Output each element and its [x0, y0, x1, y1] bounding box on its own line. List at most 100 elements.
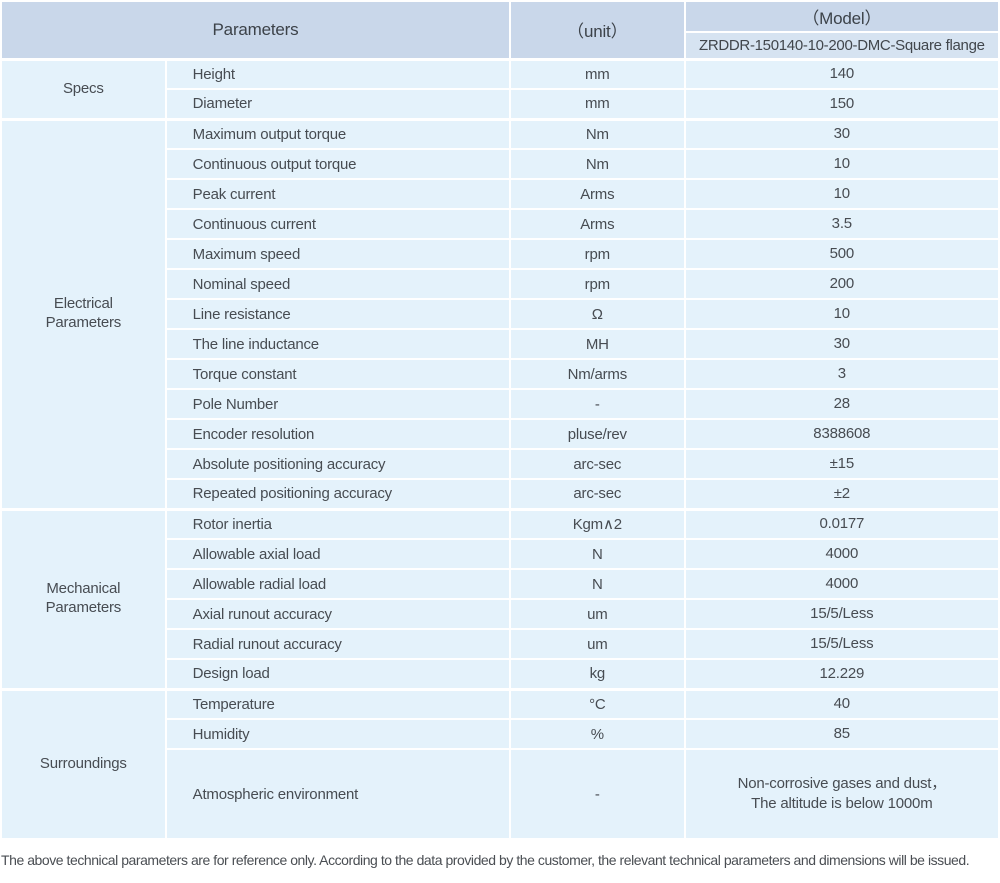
unit-cell: N [508, 568, 686, 600]
param-cell: Diameter [164, 88, 511, 120]
unit-cell: mm [508, 57, 686, 90]
param-cell: Temperature [164, 687, 511, 720]
header-row-2: ZRDDR-150140-10-200-DMC-Square flange [1, 31, 1000, 60]
group-cell-mechanical: Mechanical Parameters [0, 507, 167, 690]
unit-cell: Nm [508, 148, 686, 180]
table-row: Pole Number - 28 [1, 388, 1000, 420]
param-cell: Maximum output torque [164, 117, 511, 150]
table-row: Absolute positioning accuracy arc-sec ±1… [1, 448, 1000, 480]
group-cell-electrical: Electrical Parameters [0, 117, 167, 510]
value-cell: Non-corrosive gases and dust， The altitu… [683, 748, 1000, 840]
unit-cell: Arms [508, 208, 686, 240]
value-cell: ±2 [683, 478, 1000, 510]
value-cell: 85 [683, 718, 1000, 750]
table-row: Radial runout accuracy um 15/5/Less [1, 628, 1000, 660]
unit-cell: Arms [508, 178, 686, 210]
param-cell: Rotor inertia [164, 507, 511, 540]
value-cell: ±15 [683, 448, 1000, 480]
table-row: Repeated positioning accuracy arc-sec ±2 [1, 478, 1000, 510]
table-row: Design load kg 12.229 [1, 658, 1000, 690]
param-cell: Humidity [164, 718, 511, 750]
param-cell: Peak current [164, 178, 511, 210]
unit-cell: arc-sec [508, 448, 686, 480]
value-cell: 15/5/Less [683, 628, 1000, 660]
table-row: Torque constant Nm/arms 3 [1, 358, 1000, 390]
value-cell: 3 [683, 358, 1000, 390]
table-row: Specs Height mm 140 [0, 57, 1000, 120]
unit-cell: mm [508, 88, 686, 120]
spec-table: Parameters （unit） （Model） ZRDDR-150140-1… [0, 0, 1000, 840]
value-cell: 12.229 [683, 658, 1000, 690]
unit-cell: % [508, 718, 686, 750]
param-cell: Encoder resolution [164, 418, 511, 450]
value-cell: 30 [683, 117, 1000, 150]
table-row: Surroundings Temperature °C 40 [0, 687, 1000, 840]
param-cell: Atmospheric environment [164, 748, 511, 840]
unit-header: （unit） [508, 0, 686, 60]
value-cell: 8388608 [683, 418, 1000, 450]
model-value: ZRDDR-150140-10-200-DMC-Square flange [683, 31, 1000, 60]
param-cell: Repeated positioning accuracy [164, 478, 511, 510]
value-cell: 150 [683, 88, 1000, 120]
value-cell: 10 [683, 178, 1000, 210]
param-cell: Allowable axial load [164, 538, 511, 570]
unit-cell: pluse/rev [508, 418, 686, 450]
unit-cell: um [508, 598, 686, 630]
header-row-1: Parameters （unit） （Model） [0, 0, 1000, 60]
value-cell: 10 [683, 148, 1000, 180]
unit-cell: Kgm∧2 [508, 507, 686, 540]
table-row: Humidity % 85 [1, 718, 1000, 750]
value-cell: 4000 [683, 568, 1000, 600]
table-row: Allowable axial load N 4000 [1, 538, 1000, 570]
table-row: Axial runout accuracy um 15/5/Less [1, 598, 1000, 630]
unit-cell: MH [508, 328, 686, 360]
value-cell: 3.5 [683, 208, 1000, 240]
value-cell: 200 [683, 268, 1000, 300]
table-row: Continuous current Arms 3.5 [1, 208, 1000, 240]
table-row: Allowable radial load N 4000 [1, 568, 1000, 600]
param-cell: Radial runout accuracy [164, 628, 511, 660]
table-row: Diameter mm 150 [1, 88, 1000, 120]
value-cell: 0.0177 [683, 507, 1000, 540]
table-row: Nominal speed rpm 200 [1, 268, 1000, 300]
param-cell: Torque constant [164, 358, 511, 390]
unit-cell: N [508, 538, 686, 570]
param-cell: Continuous output torque [164, 148, 511, 180]
param-cell: Design load [164, 658, 511, 690]
unit-cell: rpm [508, 268, 686, 300]
table-row: Line resistance Ω 10 [1, 298, 1000, 330]
param-cell: Maximum speed [164, 238, 511, 270]
param-cell: Absolute positioning accuracy [164, 448, 511, 480]
table-row: Atmospheric environment - Non-corrosive … [1, 748, 1000, 840]
value-cell: 15/5/Less [683, 598, 1000, 630]
unit-cell: arc-sec [508, 478, 686, 510]
group-cell-surroundings: Surroundings [0, 687, 167, 840]
unit-cell: - [508, 748, 686, 840]
value-cell: 4000 [683, 538, 1000, 570]
parameters-header: Parameters [0, 0, 511, 60]
param-cell: Pole Number [164, 388, 511, 420]
table-row: Peak current Arms 10 [1, 178, 1000, 210]
value-cell: 10 [683, 298, 1000, 330]
param-cell: Continuous current [164, 208, 511, 240]
param-cell: Allowable radial load [164, 568, 511, 600]
value-cell: 40 [683, 687, 1000, 720]
unit-cell: kg [508, 658, 686, 690]
table-row: The line inductance MH 30 [1, 328, 1000, 360]
unit-cell: Nm [508, 117, 686, 150]
unit-cell: °C [508, 687, 686, 720]
table-row: Maximum speed rpm 500 [1, 238, 1000, 270]
footer-note: The above technical parameters are for r… [1, 852, 970, 868]
param-cell: Nominal speed [164, 268, 511, 300]
unit-cell: Nm/arms [508, 358, 686, 390]
table-row: Electrical Parameters Maximum output tor… [0, 117, 1000, 510]
group-cell-specs: Specs [0, 57, 167, 120]
unit-cell: - [508, 388, 686, 420]
value-cell: 500 [683, 238, 1000, 270]
unit-cell: rpm [508, 238, 686, 270]
param-cell: Height [164, 57, 511, 90]
param-cell: Line resistance [164, 298, 511, 330]
table-row: Encoder resolution pluse/rev 8388608 [1, 418, 1000, 450]
unit-cell: um [508, 628, 686, 660]
